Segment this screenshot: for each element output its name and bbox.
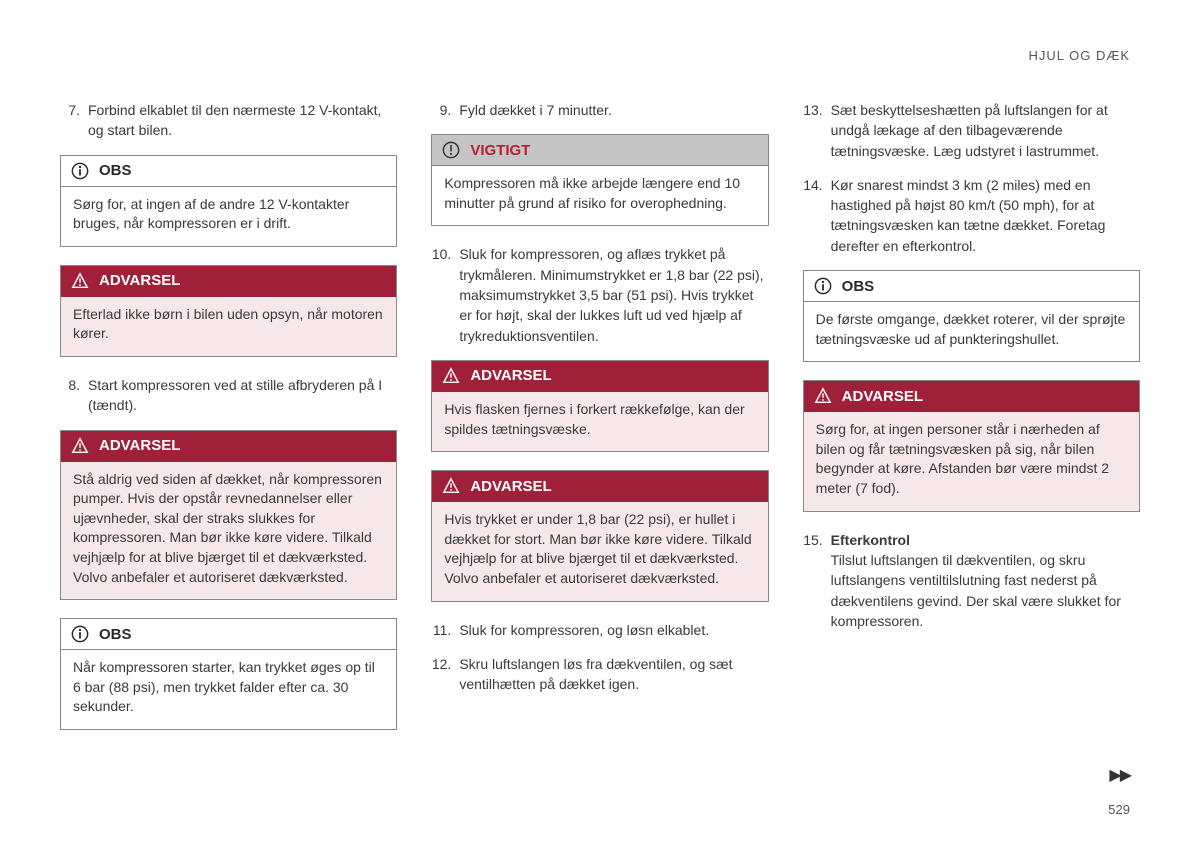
warning-body: Stå aldrig ved siden af dækket, når komp… (61, 462, 396, 600)
important-body: Kompressoren må ikke arbejde længere end… (432, 166, 767, 225)
obs-header: OBS (61, 156, 396, 187)
step-15: 15. Efterkontrol Tilslut luftslangen til… (803, 530, 1140, 631)
obs-label: OBS (99, 162, 132, 179)
warning-header: ADVARSEL (432, 361, 767, 392)
step-title: Efterkontrol (831, 532, 910, 548)
step-body: Tilslut luftslangen til dækventilen, og … (831, 552, 1121, 629)
section-header: HJUL OG DÆK (1028, 48, 1130, 63)
column-3: 13. Sæt beskyttelseshætten på luftslange… (803, 100, 1140, 748)
step-number: 11. (431, 620, 459, 640)
warning-header: ADVARSEL (61, 266, 396, 297)
warning-box: ADVARSEL Hvis trykket er under 1,8 bar (… (431, 470, 768, 601)
continue-arrow-icon: ▶▶ (1109, 765, 1130, 785)
warning-label: ADVARSEL (99, 272, 180, 289)
important-icon (442, 141, 460, 159)
step-text: Sluk for kompressoren, og aflæs trykket … (459, 244, 768, 345)
warning-label: ADVARSEL (470, 478, 551, 495)
step-12: 12. Skru luftslangen løs fra dækventilen… (431, 654, 768, 695)
warning-box: ADVARSEL Stå aldrig ved siden af dækket,… (60, 430, 397, 601)
warning-header: ADVARSEL (432, 471, 767, 502)
warning-label: ADVARSEL (99, 437, 180, 454)
page-number: 529 (1108, 802, 1130, 817)
warning-icon (71, 437, 89, 455)
step-text: Skru luftslangen løs fra dækventilen, og… (459, 654, 768, 695)
step-text: Sluk for kompressoren, og løsn elkablet. (459, 620, 768, 640)
step-10: 10. Sluk for kompressoren, og aflæs tryk… (431, 244, 768, 345)
step-text: Sæt beskyttelseshætten på luftslangen fo… (831, 100, 1140, 161)
step-text: Fyld dækket i 7 minutter. (459, 100, 768, 120)
warning-label: ADVARSEL (842, 388, 923, 405)
step-number: 12. (431, 654, 459, 695)
step-number: 10. (431, 244, 459, 345)
obs-box: OBS De første omgange, dækket roterer, v… (803, 270, 1140, 362)
step-number: 15. (803, 530, 831, 631)
warning-box: ADVARSEL Hvis flasken fjernes i forkert … (431, 360, 768, 452)
step-8: 8. Start kompressoren ved at stille afbr… (60, 375, 397, 416)
obs-body: De første omgange, dækket roterer, vil d… (804, 302, 1139, 361)
warning-body: Sørg for, at ingen personer står i nærhe… (804, 412, 1139, 510)
step-number: 14. (803, 175, 831, 256)
step-text: Forbind elkablet til den nærmeste 12 V-k… (88, 100, 397, 141)
warning-body: Hvis trykket er under 1,8 bar (22 psi), … (432, 502, 767, 600)
warning-label: ADVARSEL (470, 367, 551, 384)
step-number: 7. (60, 100, 88, 141)
obs-header: OBS (61, 619, 396, 650)
obs-label: OBS (842, 278, 875, 295)
step-number: 8. (60, 375, 88, 416)
warning-icon (442, 367, 460, 385)
important-label: VIGTIGT (470, 142, 530, 159)
warning-icon (442, 477, 460, 495)
step-13: 13. Sæt beskyttelseshætten på luftslange… (803, 100, 1140, 161)
step-11: 11. Sluk for kompressoren, og løsn elkab… (431, 620, 768, 640)
warning-body: Hvis flasken fjernes i forkert rækkefølg… (432, 392, 767, 451)
warning-header: ADVARSEL (804, 381, 1139, 412)
obs-box: OBS Sørg for, at ingen af de andre 12 V-… (60, 155, 397, 247)
important-header: VIGTIGT (432, 135, 767, 166)
obs-header: OBS (804, 271, 1139, 302)
obs-box: OBS Når kompressoren starter, kan trykke… (60, 618, 397, 730)
obs-body: Når kompressoren starter, kan trykket øg… (61, 650, 396, 729)
column-1: 7. Forbind elkablet til den nærmeste 12 … (60, 100, 397, 748)
step-number: 9. (431, 100, 459, 120)
info-icon (71, 162, 89, 180)
step-text: Kør snarest mindst 3 km (2 miles) med en… (831, 175, 1140, 256)
content-columns: 7. Forbind elkablet til den nærmeste 12 … (60, 100, 1140, 748)
step-7: 7. Forbind elkablet til den nærmeste 12 … (60, 100, 397, 141)
warning-body: Efterlad ikke børn i bilen uden opsyn, n… (61, 297, 396, 356)
step-14: 14. Kør snarest mindst 3 km (2 miles) me… (803, 175, 1140, 256)
step-text: Start kompressoren ved at stille afbryde… (88, 375, 397, 416)
warning-icon (814, 387, 832, 405)
step-text: Efterkontrol Tilslut luftslangen til dæk… (831, 530, 1140, 631)
info-icon (814, 277, 832, 295)
obs-label: OBS (99, 626, 132, 643)
column-2: 9. Fyld dækket i 7 minutter. VIGTIGT Kom… (431, 100, 768, 748)
step-number: 13. (803, 100, 831, 161)
step-9: 9. Fyld dækket i 7 minutter. (431, 100, 768, 120)
obs-body: Sørg for, at ingen af de andre 12 V-kont… (61, 187, 396, 246)
warning-box: ADVARSEL Sørg for, at ingen personer stå… (803, 380, 1140, 511)
warning-icon (71, 272, 89, 290)
info-icon (71, 625, 89, 643)
warning-header: ADVARSEL (61, 431, 396, 462)
important-box: VIGTIGT Kompressoren må ikke arbejde læn… (431, 134, 768, 226)
warning-box: ADVARSEL Efterlad ikke børn i bilen uden… (60, 265, 397, 357)
